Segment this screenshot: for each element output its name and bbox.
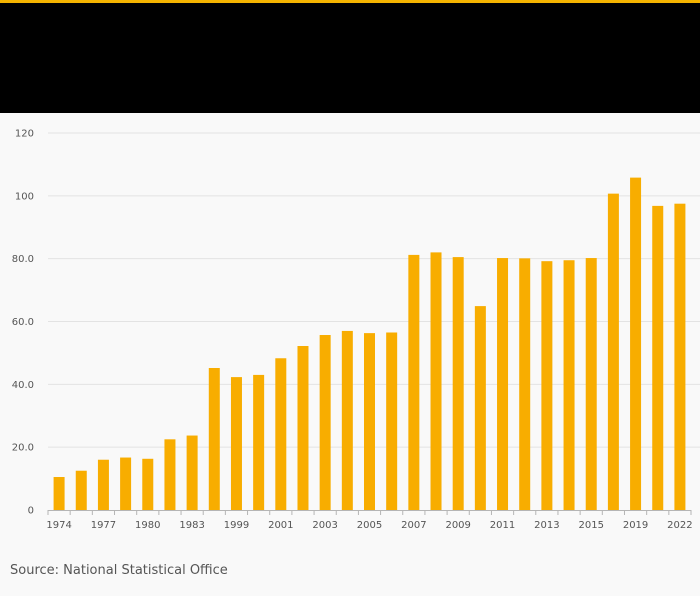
x-tick-label: 2015: [578, 520, 603, 531]
bar-2000: [253, 374, 265, 510]
bar-1975: [75, 470, 87, 510]
bar-2005: [364, 333, 375, 510]
x-tick-label: 2013: [534, 520, 559, 531]
y-axis-ticks: 0 20.0 40.0 60.0 80.0 100 120: [12, 129, 34, 517]
bar-2014: [563, 260, 575, 510]
bar-2006: [386, 332, 398, 510]
accent-bar: [0, 0, 700, 3]
bar-1999: [230, 377, 242, 510]
bar-1974: [53, 477, 65, 510]
bar-2003: [319, 335, 331, 510]
bar-2011: [497, 258, 509, 510]
header-band: [0, 3, 700, 113]
bar-2010: [474, 306, 486, 510]
x-tick-label: 2019: [623, 520, 648, 531]
y-tick-label: 100: [15, 191, 34, 202]
x-tick-label: 1999: [224, 520, 249, 531]
x-tick-label: 2007: [401, 520, 426, 531]
bar-2007: [408, 254, 420, 510]
bar-2001: [275, 358, 287, 510]
y-tick-label: 120: [15, 129, 34, 140]
x-tick-label: 2001: [268, 520, 293, 531]
y-tick-label: 0: [28, 506, 34, 517]
bar-1990: [208, 367, 220, 510]
bar-chart: 0 20.0 40.0 60.0 80.0 100 120 1974 1977 1980 1983…: [12, 129, 700, 531]
bar-2022: [674, 203, 686, 510]
bar-2017: [607, 193, 619, 510]
x-tick-label: 1980: [135, 520, 160, 531]
x-tick-label: 2011: [490, 520, 515, 531]
y-tick-label: 20.0: [12, 443, 34, 454]
y-tick-label: 60.0: [12, 317, 34, 328]
bar-2004: [341, 330, 353, 510]
bar-2002: [297, 346, 309, 510]
bar-1983: [186, 435, 198, 510]
x-tick-label: 1983: [179, 520, 204, 531]
bar-2019: [630, 177, 642, 510]
y-tick-label: 40.0: [12, 380, 34, 391]
x-tick-label: 1977: [91, 520, 116, 531]
x-tick-label: 2022: [667, 520, 692, 531]
bar-2020: [652, 205, 664, 510]
bar-2008: [430, 252, 442, 510]
bar-1977: [97, 459, 109, 510]
bar-1978: [120, 457, 132, 510]
bar-2012: [519, 258, 531, 510]
y-tick-label: 80.0: [12, 254, 34, 265]
bar-1980: [142, 458, 154, 510]
bar-2013: [541, 261, 553, 510]
bar-1981: [164, 439, 176, 510]
x-tick-label: 1974: [46, 520, 71, 531]
bar-2015: [585, 258, 597, 510]
x-axis: 1974 1977 1980 1983 1999 2001 2003 2005 2007 2009…: [46, 510, 693, 531]
x-tick-label: 2003: [312, 520, 337, 531]
source-note: Source: National Statistical Office: [10, 563, 228, 578]
x-tick-label: 2005: [357, 520, 382, 531]
x-tick-label: 2009: [445, 520, 470, 531]
bar-2009: [452, 257, 464, 510]
bars: [53, 177, 686, 510]
